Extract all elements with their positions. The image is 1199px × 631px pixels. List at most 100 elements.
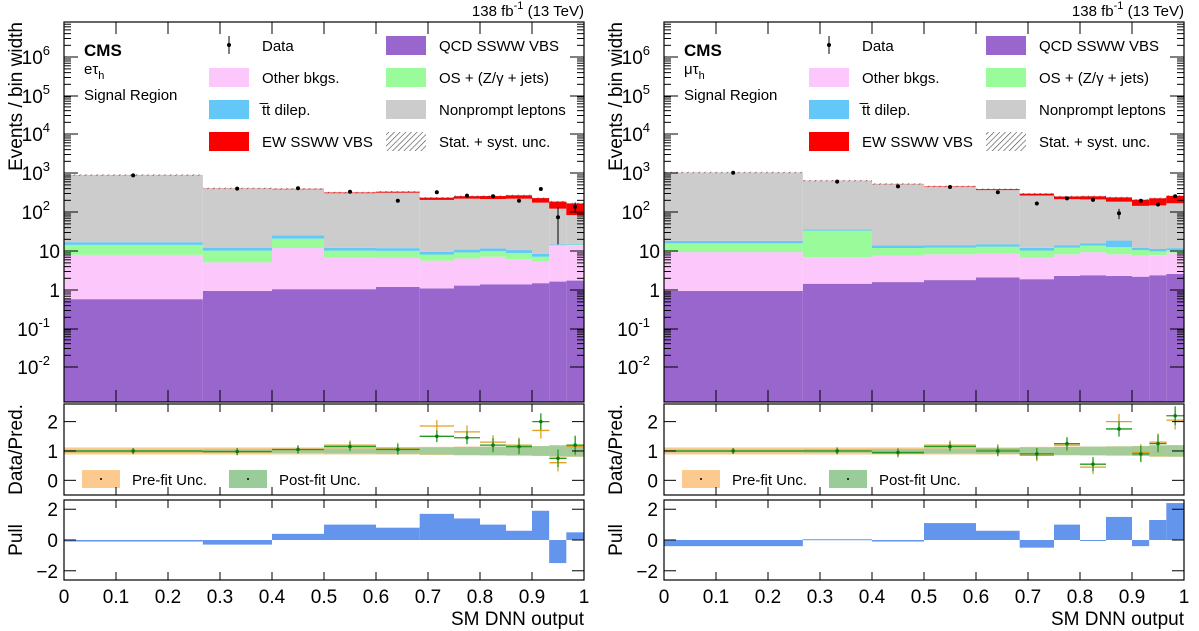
- y-tick-label: 102: [622, 198, 650, 224]
- legend-swatch: [809, 132, 849, 151]
- uncertainty-band: [1019, 192, 1054, 195]
- stack-bar: [1019, 193, 1054, 196]
- stack-bar: [802, 257, 872, 284]
- legend-swatch: [847, 478, 849, 480]
- x-tick-label: 0.4: [859, 587, 886, 608]
- legend-label: Other bkgs.: [262, 70, 340, 87]
- stack-bar: [324, 257, 376, 290]
- stack-bar: [272, 248, 324, 290]
- x-tick-label: 0.9: [1119, 587, 1145, 608]
- pull-bar: [924, 523, 976, 540]
- y-tick-label: 103: [622, 159, 650, 185]
- legend-swatch: [386, 36, 426, 55]
- x-tick-label: 0: [59, 587, 70, 608]
- stack-bar: [802, 180, 872, 230]
- x-tick-label: 0.5: [911, 587, 937, 608]
- stack-bar: [480, 256, 506, 285]
- postfit-band: [1106, 446, 1132, 456]
- region-label: Signal Region: [84, 87, 177, 104]
- uncertainty-band: [1106, 196, 1132, 199]
- stack-bar: [1080, 252, 1106, 276]
- stack-bar: [549, 201, 567, 209]
- stack-bar: [924, 186, 976, 246]
- stack-bar: [454, 258, 480, 286]
- x-tick-label: 0.4: [259, 587, 286, 608]
- stack-bar: [376, 248, 420, 251]
- legend-label: EW SSWW VBS: [262, 134, 373, 151]
- postfit-point: [1091, 462, 1095, 466]
- pull-bar: [549, 540, 567, 564]
- stack-bar: [202, 188, 272, 248]
- stack-bar: [1080, 245, 1106, 253]
- y-axis-title: Events / bin width: [606, 22, 627, 171]
- stack-bar: [64, 175, 203, 243]
- pull-bar: [1166, 503, 1184, 540]
- stack-bar: [1019, 257, 1054, 280]
- pull-bar: [506, 530, 532, 540]
- legend-label: Post-fit Unc.: [879, 472, 961, 489]
- stack-bar: [1080, 275, 1106, 402]
- postfit-point: [996, 449, 1000, 453]
- uncertainty-band: [376, 191, 420, 193]
- ratio-y-tick-label: 1: [647, 442, 658, 463]
- x-tick-label: 0.1: [703, 587, 729, 608]
- stack-bar: [454, 252, 480, 259]
- data-point: [235, 186, 240, 191]
- postfit-point: [1156, 441, 1160, 446]
- stack-bar: [532, 253, 550, 257]
- stack-bar: [872, 282, 924, 402]
- stack-bar: [454, 285, 480, 402]
- stack-bar: [202, 247, 272, 251]
- y-tick-label: 10: [639, 242, 660, 263]
- data-point: [131, 173, 136, 178]
- stack-bar: [924, 280, 976, 402]
- stack-bar: [376, 286, 420, 402]
- postfit-point: [1035, 452, 1039, 456]
- stack-bar: [549, 245, 567, 246]
- postfit-point: [296, 447, 300, 452]
- stack-bar: [506, 252, 532, 260]
- stack-bar: [566, 215, 584, 244]
- legend-data-marker: [227, 43, 231, 47]
- stack-bar: [1106, 247, 1132, 255]
- data-points: [731, 170, 1178, 220]
- stack-bar: [1149, 248, 1167, 252]
- legend: Data QCD SSWW VBS Other bkgs. OS + (Z/γ + j…: [209, 36, 566, 151]
- postfit-point: [556, 456, 560, 461]
- pull-panel: −2 0 2 Pull: [6, 499, 585, 583]
- y-tick-label: 1: [649, 281, 660, 302]
- stack-bar: [1106, 201, 1132, 241]
- x-tick-label: 0.7: [1015, 587, 1041, 608]
- x-tick-label: 1: [1179, 587, 1190, 608]
- pull-bar: [1106, 516, 1132, 540]
- legend-swatch: [247, 478, 249, 480]
- stack-bar: [419, 197, 454, 200]
- y-tick-label: 104: [22, 120, 50, 146]
- stack-bar: [532, 283, 550, 402]
- y-tick-label: 10-1: [17, 315, 50, 341]
- stack-bar: [664, 240, 803, 244]
- stack-bar: [1106, 275, 1132, 402]
- y-tick-label: 105: [622, 82, 650, 108]
- x-tick-label: 0.6: [363, 587, 389, 608]
- stack-qcd-ssww-vbs: [64, 280, 584, 402]
- x-tick-label: 0.8: [467, 587, 493, 608]
- stack-bar: [1054, 199, 1080, 246]
- legend-label: EW SSWW VBS: [862, 134, 973, 151]
- x-tick-label: 1: [579, 587, 590, 608]
- legend-swatch: [986, 100, 1026, 119]
- stack-bar: [454, 198, 480, 250]
- stack-bar: [566, 244, 584, 246]
- stack-bar: [664, 252, 803, 291]
- stack-bar: [1166, 250, 1184, 253]
- legend-label: Pre-fit Unc.: [132, 472, 207, 489]
- stack-bar: [1132, 255, 1150, 277]
- postfit-point: [348, 444, 352, 449]
- data-point: [348, 189, 352, 194]
- legend-label: Other bkgs.: [862, 70, 940, 87]
- legend-swatch: [700, 478, 702, 480]
- pull-y-tick-label: −2: [636, 562, 658, 583]
- pull-bar: [872, 540, 924, 542]
- legend-swatch: [809, 100, 849, 119]
